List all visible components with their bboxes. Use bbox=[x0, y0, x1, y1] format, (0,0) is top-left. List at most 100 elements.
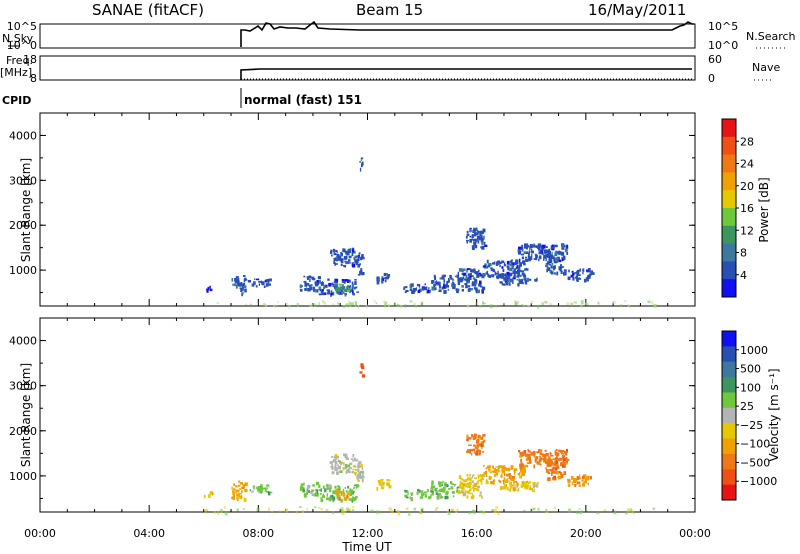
heatmap-cell bbox=[213, 510, 216, 514]
heatmap-cell bbox=[474, 238, 478, 242]
heatmap-cell bbox=[242, 282, 246, 287]
heatmap-cell bbox=[434, 281, 437, 284]
heatmap-cell bbox=[469, 229, 472, 233]
heatmap-cell bbox=[347, 279, 349, 283]
heatmap-cell bbox=[345, 467, 347, 470]
heatmap-cell bbox=[236, 276, 239, 278]
heatmap-cell bbox=[587, 274, 591, 278]
heatmap-cell bbox=[244, 482, 248, 487]
heatmap-cell bbox=[380, 486, 385, 490]
heatmap-cell bbox=[417, 289, 421, 293]
heatmap-cell bbox=[315, 492, 318, 496]
heatmap-cell bbox=[566, 251, 569, 255]
heatmap-cell bbox=[554, 467, 558, 471]
heatmap-cell bbox=[523, 509, 526, 512]
heatmap-cell bbox=[421, 301, 424, 304]
heatmap-cell bbox=[441, 286, 444, 289]
y-tick-label: 1000 bbox=[9, 470, 37, 483]
heatmap-cell bbox=[440, 496, 444, 499]
heatmap-cell bbox=[501, 273, 505, 276]
heatmap-cell bbox=[387, 274, 391, 277]
heatmap-cell bbox=[361, 474, 364, 477]
heatmap-cell bbox=[387, 482, 390, 487]
heatmap-cell bbox=[236, 493, 240, 497]
power-panel: 1000 2000 3000 4000 Slant Range [km] 4 8 12 16… bbox=[9, 112, 771, 310]
heatmap-cell bbox=[477, 240, 480, 244]
heatmap-cell bbox=[304, 281, 307, 286]
heatmap-cell bbox=[268, 283, 271, 286]
nsearch-tick-bottom: 10^0 bbox=[708, 39, 738, 52]
colorbar-tick-label: 16 bbox=[740, 202, 754, 215]
heatmap-cell bbox=[570, 302, 573, 306]
heatmap-cell bbox=[539, 451, 542, 456]
heatmap-cell bbox=[558, 471, 561, 474]
colorbar-tick-label: 24 bbox=[740, 158, 754, 171]
heatmap-cell bbox=[308, 275, 312, 279]
heatmap-cell bbox=[551, 462, 554, 465]
heatmap-cell bbox=[357, 466, 361, 469]
heatmap-cell bbox=[332, 490, 336, 495]
heatmap-cell bbox=[424, 287, 428, 291]
heatmap-cell bbox=[560, 472, 563, 476]
heatmap-cell bbox=[527, 482, 531, 484]
heatmap-cell bbox=[258, 486, 261, 490]
heatmap-cell bbox=[560, 474, 564, 478]
freq-trace bbox=[240, 68, 692, 80]
heatmap-cell bbox=[513, 270, 516, 274]
heatmap-cell bbox=[360, 363, 364, 367]
heatmap-cell bbox=[495, 506, 499, 509]
heatmap-cell bbox=[441, 484, 443, 487]
heatmap-cell bbox=[463, 272, 467, 276]
heatmap-cell bbox=[551, 244, 555, 249]
heatmap-cell bbox=[505, 480, 508, 483]
heatmap-cell bbox=[586, 269, 590, 272]
heatmap-cell bbox=[478, 494, 483, 497]
heatmap-cell bbox=[352, 247, 355, 250]
heatmap-cell bbox=[554, 244, 558, 248]
heatmap-cell bbox=[512, 487, 516, 492]
colorbar-tick-label: −100 bbox=[740, 438, 770, 451]
heatmap-cell bbox=[493, 474, 497, 477]
heatmap-cell bbox=[466, 495, 469, 499]
heatmap-cell bbox=[345, 453, 348, 456]
heatmap-cell bbox=[471, 234, 474, 238]
heatmap-cell bbox=[557, 458, 560, 462]
heatmap-cell bbox=[481, 496, 483, 499]
heatmap-cell bbox=[528, 459, 532, 464]
heatmap-cell bbox=[456, 274, 458, 278]
heatmap-cell bbox=[514, 484, 516, 487]
heatmap-cell bbox=[424, 283, 426, 286]
heatmap-cell bbox=[470, 477, 472, 482]
heatmap-cell bbox=[405, 289, 409, 292]
heatmap-cell bbox=[378, 481, 381, 485]
heatmap-cell bbox=[347, 290, 351, 293]
heatmap-cell bbox=[388, 485, 392, 489]
heatmap-cell bbox=[478, 269, 480, 273]
heatmap-cell bbox=[564, 451, 568, 456]
heatmap-cell bbox=[533, 464, 535, 469]
heatmap-cell bbox=[308, 490, 310, 493]
heatmap-cell bbox=[523, 304, 526, 307]
heatmap-cell bbox=[495, 472, 498, 476]
heatmap-cell bbox=[427, 289, 431, 292]
heatmap-cell bbox=[521, 304, 524, 307]
heatmap-cell bbox=[266, 484, 270, 487]
heatmap-cell bbox=[488, 468, 491, 472]
heatmap-cell bbox=[331, 254, 333, 257]
heatmap-cell bbox=[348, 495, 350, 499]
heatmap-cell bbox=[350, 489, 354, 493]
heatmap-cell bbox=[466, 490, 470, 494]
heatmap-cell bbox=[506, 486, 509, 491]
heatmap-cell bbox=[560, 270, 563, 274]
heatmap-cell bbox=[352, 465, 356, 468]
heatmap-cell bbox=[343, 453, 346, 457]
heatmap-cell bbox=[554, 272, 556, 275]
heatmap-cell bbox=[474, 435, 477, 439]
nsearch-tick-top: 10^5 bbox=[708, 20, 738, 33]
heatmap-cell bbox=[306, 485, 310, 490]
heatmap-cell bbox=[477, 274, 479, 276]
heatmap-cell bbox=[499, 281, 503, 283]
heatmap-cell bbox=[243, 285, 247, 289]
heatmap-cell bbox=[473, 243, 476, 247]
heatmap-cell bbox=[472, 509, 474, 514]
